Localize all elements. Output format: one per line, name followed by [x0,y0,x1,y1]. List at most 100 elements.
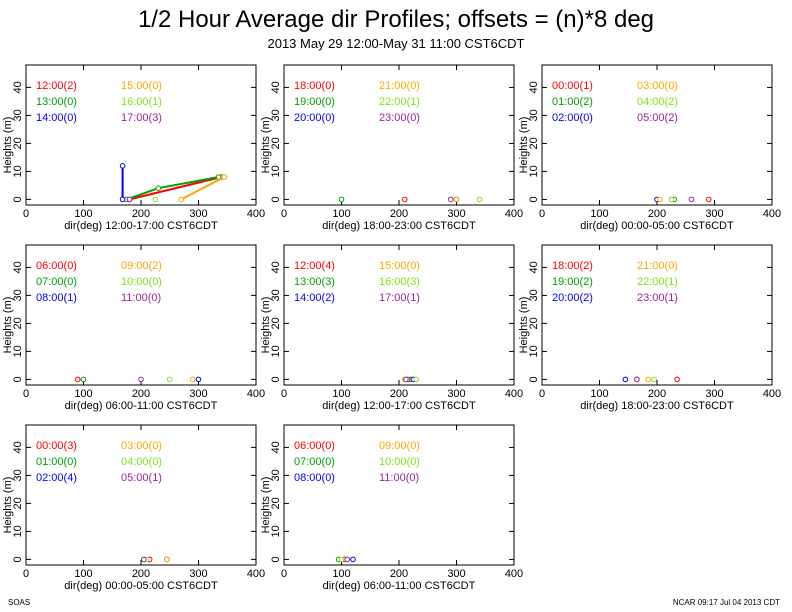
x-tick-label: 0 [281,208,287,220]
legend-entry: 09:00(0) [379,440,420,452]
y-tick-label: 30 [12,289,24,301]
chart-panel-4: 0 100 200 300 400 0 10 20 30 40 dir(deg) 06:00-11:… [2,244,265,412]
data-point [119,163,126,169]
data-point [178,196,185,203]
data-point [453,196,460,203]
y-tick-label: 30 [12,469,24,481]
data-point [166,376,173,383]
y-axis-label: Heights (m) [518,117,530,174]
legend-entry: 06:00(0) [294,440,335,452]
data-point [657,196,663,203]
y-tick-label: 20 [528,137,540,149]
x-tick-label: 100 [74,568,92,580]
y-tick-label: 10 [270,525,282,537]
y-tick-label: 40 [270,81,282,93]
legend-entry: 15:00(0) [121,80,162,92]
legend-entry: 06:00(0) [36,260,77,272]
x-axis-label: dir(deg) 18:00-23:00 CST6CDT [580,400,734,412]
y-tick-label: 20 [12,497,24,509]
page-subtitle: 2013 May 29 12:00-May 31 11:00 CST6CDT [267,36,525,51]
x-axis-label: dir(deg) 00:00-05:00 CST6CDT [64,580,218,592]
data-point [126,196,133,203]
x-axis-label: dir(deg) 06:00-11:00 CST6CDT [65,400,218,412]
x-tick-label: 300 [189,568,207,580]
series-line [180,176,225,201]
legend-entry: 12:00(2) [36,80,77,92]
legend-entry: 10:00(0) [121,276,162,288]
legend-entry: 18:00(2) [552,260,593,272]
y-tick-label: 0 [12,556,24,562]
legend-entry: 19:00(2) [552,276,593,288]
chart-panel-5: 0 100 200 300 400 0 10 20 30 40 dir(deg) 12:00-17:… [260,244,523,412]
legend-entry: 18:00(0) [294,80,335,92]
x-tick-label: 300 [447,568,465,580]
x-tick-label: 400 [505,208,523,220]
legend-entry: 10:00(0) [379,456,420,468]
y-tick-label: 40 [528,261,540,273]
legend-entry: 04:00(0) [121,456,162,468]
y-tick-label: 10 [12,525,24,537]
y-tick-label: 10 [528,165,540,177]
legend-entry: 05:00(2) [637,112,678,124]
y-tick-label: 40 [270,261,282,273]
y-tick-label: 40 [12,261,24,273]
legend-entry: 11:00(0) [121,292,161,304]
legend-entry: 01:00(2) [552,96,593,108]
x-tick-label: 200 [390,208,408,220]
data-point [688,196,695,203]
data-point [476,196,483,203]
x-axis-label: dir(deg) 06:00-11:00 CST6CDT [323,580,476,592]
x-tick-label: 100 [332,568,350,580]
data-point [138,376,144,383]
legend-entry: 16:00(1) [121,96,162,108]
data-point [344,556,351,563]
legend-entry: 05:00(1) [121,472,162,484]
legend-entry: 04:00(2) [637,96,678,108]
x-tick-label: 200 [648,208,666,220]
legend-entry: 20:00(0) [294,112,335,124]
x-tick-label: 100 [590,388,608,400]
y-tick-label: 30 [12,109,24,121]
x-tick-label: 300 [705,208,723,220]
legend-entry: 03:00(0) [121,440,162,452]
y-tick-label: 10 [12,345,24,357]
y-tick-label: 40 [12,441,24,453]
legend-entry: 17:00(3) [121,112,162,124]
legend-entry: 12:00(4) [294,260,335,272]
x-tick-label: 0 [281,388,287,400]
legend-entry: 22:00(1) [637,276,678,288]
y-tick-label: 20 [270,497,282,509]
x-tick-label: 300 [189,388,207,400]
chart-panel-6: 0 100 200 300 400 0 10 20 30 40 dir(deg) 18:00-23:… [518,244,781,412]
x-tick-label: 0 [539,208,545,220]
y-tick-label: 40 [12,81,24,93]
legend-entry: 21:00(0) [637,260,678,272]
y-tick-label: 10 [528,345,540,357]
data-point [413,376,420,383]
x-tick-label: 300 [705,388,723,400]
x-tick-label: 200 [132,388,150,400]
x-tick-label: 300 [447,208,465,220]
data-point [141,556,147,563]
x-axis-label: dir(deg) 12:00-17:00 CST6CDT [322,400,476,412]
legend-entry: 03:00(0) [637,80,678,92]
y-tick-label: 40 [270,441,282,453]
data-point [164,556,170,563]
chart-panel-3: 0 100 200 300 400 0 10 20 30 40 dir(deg) 00:00-05:… [518,64,781,232]
data-point [705,196,712,203]
x-tick-label: 200 [648,388,666,400]
y-axis-label: Heights (m) [260,117,272,174]
x-tick-label: 400 [763,208,781,220]
data-point [338,196,345,203]
data-point [189,376,196,383]
legend-entry: 02:00(4) [36,472,77,484]
x-tick-label: 200 [132,208,150,220]
legend-entry: 23:00(0) [379,112,420,124]
x-axis-label: dir(deg) 18:00-23:00 CST6CDT [322,220,476,232]
chart-panel-8: 0 100 200 300 400 0 10 20 30 40 dir(deg) 06:00-11:… [260,424,523,592]
y-tick-label: 40 [528,81,540,93]
footer-source: SOAS [8,598,31,607]
x-tick-label: 0 [23,208,29,220]
y-tick-label: 10 [270,165,282,177]
legend-entry: 11:00(0) [379,472,419,484]
